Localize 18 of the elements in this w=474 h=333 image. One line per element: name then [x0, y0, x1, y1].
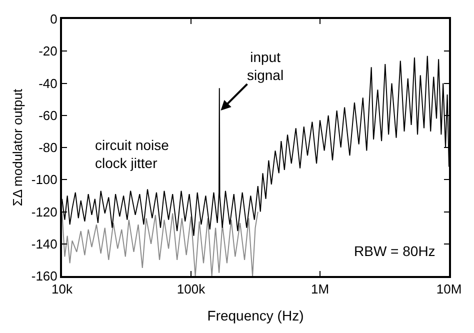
- annotation: circuit noise clock jitter: [95, 137, 170, 172]
- x-tick-label: 1M: [310, 282, 330, 297]
- y-tick-label: -80: [38, 140, 58, 156]
- annotation: RBW = 80Hz: [354, 243, 436, 259]
- y-tick-label: -60: [38, 108, 58, 123]
- x-axis-title: Frequency (Hz): [207, 307, 304, 324]
- x-tick-label: 100k: [176, 282, 206, 297]
- x-tick-label: 10M: [436, 282, 462, 297]
- x-tick-label: 10k: [52, 282, 73, 297]
- y-tick-label: 0: [50, 12, 58, 27]
- y-tick-label: -140: [31, 236, 58, 252]
- y-axis-title: ΣΔ modulator output: [10, 88, 25, 206]
- y-tick-label: -20: [38, 44, 58, 59]
- annotation: input signal: [247, 49, 284, 84]
- y-tick-label: -100: [31, 172, 58, 188]
- y-tick-label: -120: [31, 204, 58, 220]
- y-tick-label: -40: [38, 76, 58, 91]
- y-tick-label: -160: [31, 268, 58, 284]
